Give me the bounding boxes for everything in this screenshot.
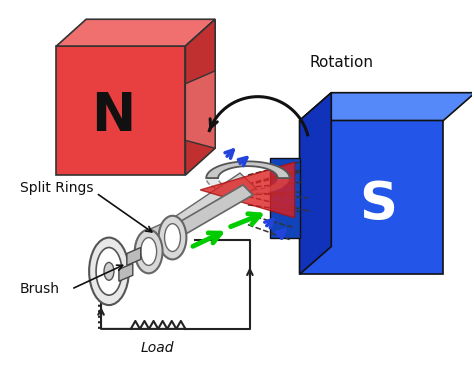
Ellipse shape (141, 237, 156, 265)
Polygon shape (144, 173, 256, 251)
Ellipse shape (89, 237, 129, 305)
Polygon shape (206, 178, 290, 195)
Text: Rotation: Rotation (310, 55, 374, 70)
Polygon shape (300, 120, 443, 274)
Polygon shape (201, 162, 294, 218)
Polygon shape (153, 185, 253, 247)
Polygon shape (149, 218, 182, 241)
Ellipse shape (159, 216, 186, 259)
Text: Split Rings: Split Rings (19, 181, 93, 195)
Polygon shape (206, 161, 290, 178)
Polygon shape (185, 71, 215, 148)
Ellipse shape (104, 262, 114, 280)
Polygon shape (300, 93, 331, 274)
Ellipse shape (164, 224, 181, 251)
Polygon shape (127, 247, 141, 265)
Polygon shape (119, 264, 133, 281)
Text: Brush: Brush (19, 282, 60, 296)
Polygon shape (56, 19, 215, 46)
Polygon shape (56, 46, 185, 175)
Text: Load: Load (141, 341, 174, 355)
Polygon shape (270, 158, 300, 237)
Polygon shape (185, 19, 215, 175)
Ellipse shape (135, 230, 163, 273)
Polygon shape (300, 93, 474, 120)
Text: N: N (91, 90, 135, 142)
Text: S: S (360, 179, 398, 231)
Ellipse shape (96, 247, 122, 295)
